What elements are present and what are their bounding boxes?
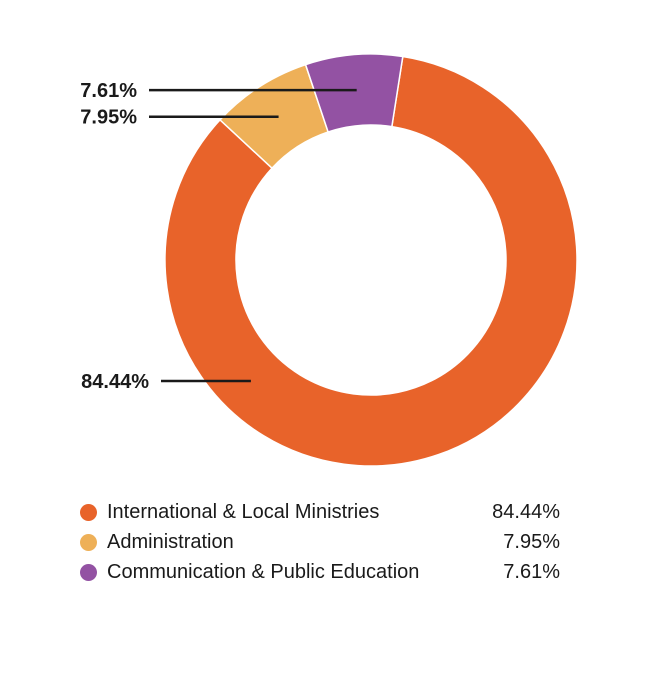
legend-label: International & Local Ministries — [107, 500, 380, 523]
legend-item-administration: Administration 7.95% — [80, 527, 560, 557]
legend-item-international-local-ministries: International & Local Ministries 84.44% — [80, 497, 560, 527]
legend-item-communication-public-education: Communication & Public Education 7.61% — [80, 557, 560, 587]
data-label-communication-public-education: 7.61% — [80, 80, 137, 102]
donut-slice-communication-public-education — [304, 53, 404, 133]
legend-value: 7.61% — [503, 560, 560, 583]
donut-slice-international-local-ministries — [164, 55, 578, 467]
callouts: 84.44% 7.95% 7.61% — [80, 80, 357, 393]
legend-swatch-communication-public-education — [80, 563, 97, 581]
legend-value: 7.95% — [503, 530, 560, 553]
legend-swatch-administration — [80, 533, 97, 551]
legend-label: Administration — [107, 530, 234, 553]
data-label-international-local-ministries: 84.44% — [81, 371, 149, 393]
legend-value: 84.44% — [492, 500, 560, 523]
legend-label: Communication & Public Education — [107, 560, 420, 583]
legend: International & Local Ministries 84.44% … — [80, 497, 560, 587]
data-label-administration: 7.95% — [80, 107, 137, 129]
legend-swatch-international-local-ministries — [80, 503, 97, 521]
